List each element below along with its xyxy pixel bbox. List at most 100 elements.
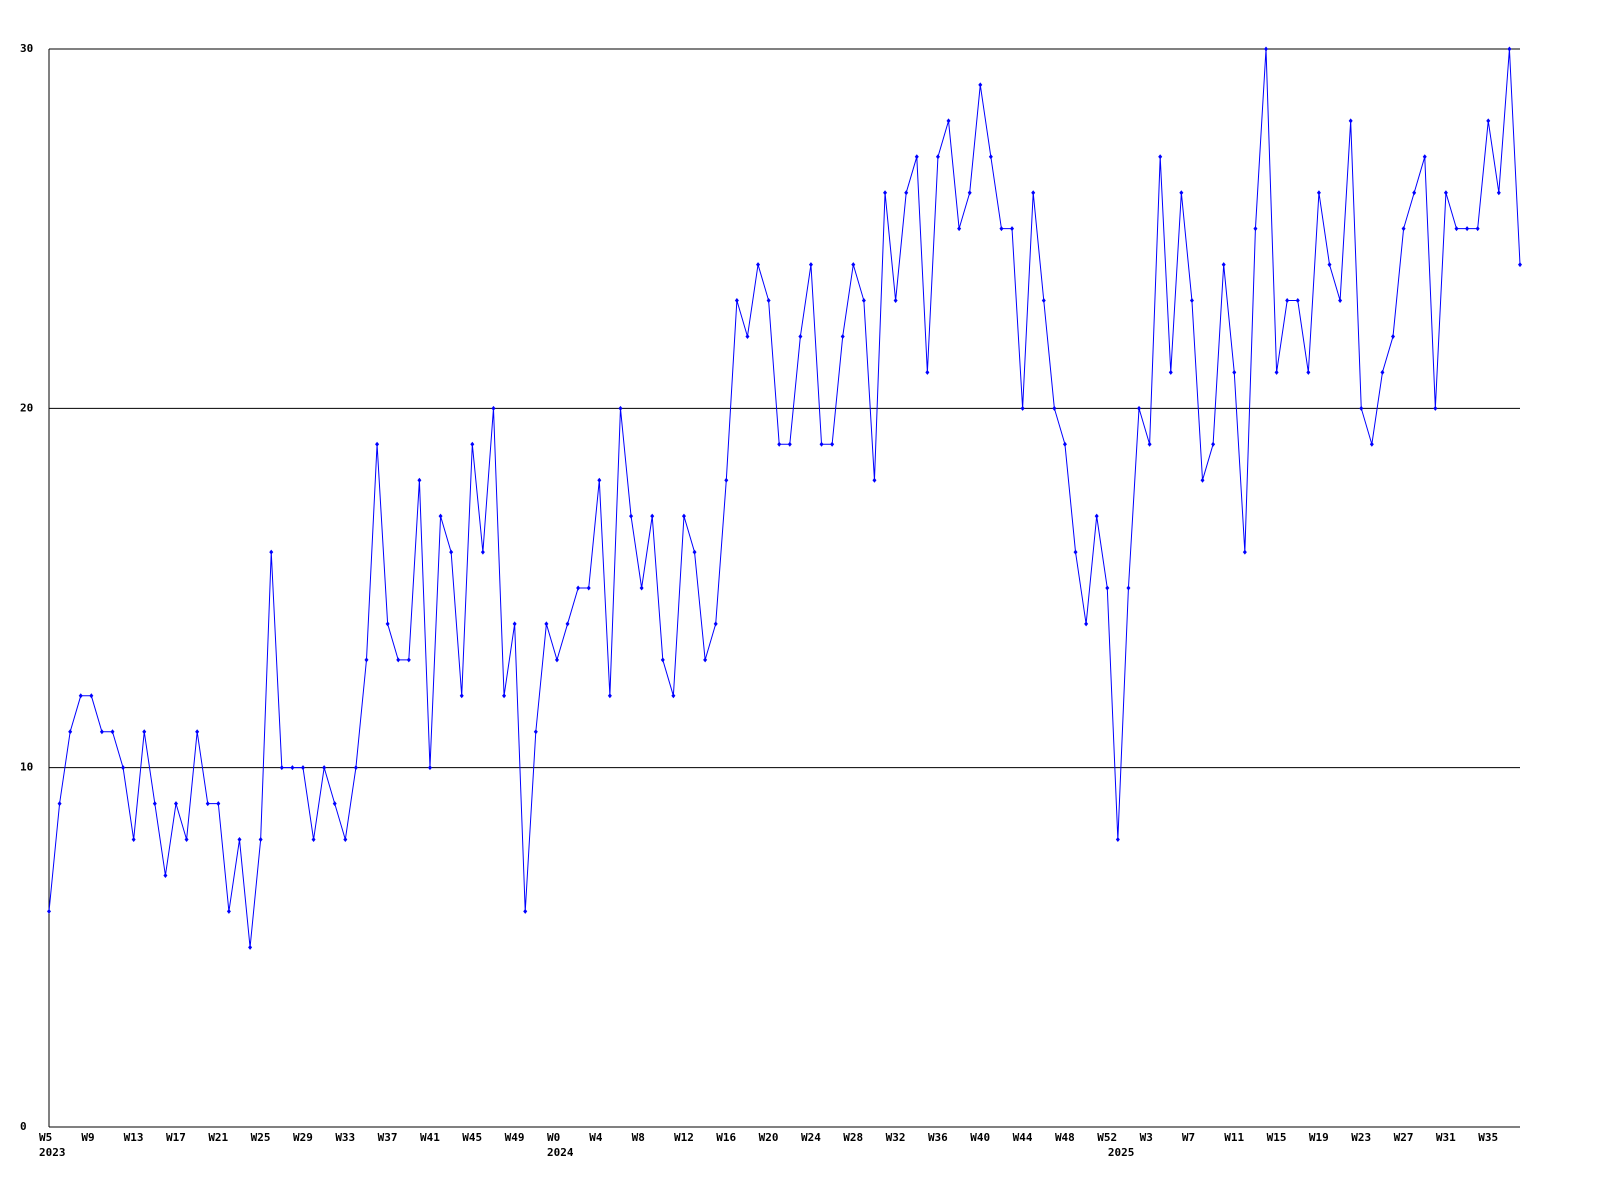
point: [142, 729, 147, 735]
x-year-label: 2024: [547, 1146, 574, 1159]
point: [1306, 369, 1311, 375]
x-tick-label: W37: [378, 1131, 398, 1144]
x-tick-label: W32: [886, 1131, 906, 1144]
point: [89, 693, 94, 699]
point: [1443, 190, 1448, 196]
point: [1211, 441, 1216, 447]
point: [216, 801, 221, 807]
point: [904, 190, 909, 196]
x-tick-label: W9: [81, 1131, 94, 1144]
point: [629, 513, 634, 519]
point: [925, 369, 930, 375]
point: [1189, 298, 1194, 304]
point: [1168, 369, 1173, 375]
point: [1253, 226, 1258, 232]
point: [332, 801, 337, 807]
point: [1391, 333, 1396, 339]
point: [1052, 405, 1057, 411]
point: [99, 729, 104, 735]
point: [671, 693, 676, 699]
point: [713, 621, 718, 627]
point: [1126, 585, 1131, 591]
point: [1010, 226, 1015, 232]
point: [1147, 441, 1152, 447]
x-tick-label: W27: [1394, 1131, 1414, 1144]
x-tick-label: W15: [1267, 1131, 1287, 1144]
point: [1412, 190, 1417, 196]
point: [322, 765, 327, 771]
point: [1105, 585, 1110, 591]
point: [597, 477, 602, 483]
point: [893, 298, 898, 304]
point: [978, 82, 983, 88]
point: [1295, 298, 1300, 304]
x-tick-label: W17: [166, 1131, 186, 1144]
point: [1475, 226, 1480, 232]
x-tick-label: W52: [1097, 1131, 1117, 1144]
y-tick-label: 0: [20, 1120, 27, 1133]
point: [1221, 262, 1226, 268]
point: [131, 837, 136, 843]
point: [734, 298, 739, 304]
point: [68, 729, 73, 735]
x-tick-label: W25: [251, 1131, 271, 1144]
point: [692, 549, 697, 555]
point: [703, 657, 708, 663]
point: [1158, 154, 1163, 160]
point: [1496, 190, 1501, 196]
point: [1518, 262, 1522, 268]
point: [1465, 226, 1470, 232]
point: [449, 549, 454, 555]
x-tick-label: W21: [208, 1131, 228, 1144]
point: [1274, 369, 1279, 375]
point: [163, 872, 168, 878]
point: [1242, 549, 1247, 555]
y-tick-label: 10: [20, 761, 33, 774]
point: [438, 513, 443, 519]
x-tick-label: W16: [716, 1131, 736, 1144]
point: [1094, 513, 1099, 519]
point: [787, 441, 792, 447]
point: [364, 657, 369, 663]
point: [279, 765, 284, 771]
point: [417, 477, 422, 483]
point: [470, 441, 475, 447]
point: [1433, 405, 1438, 411]
point: [78, 693, 83, 699]
point: [205, 801, 210, 807]
x-tick-label: W41: [420, 1131, 440, 1144]
point: [237, 837, 242, 843]
point: [1200, 477, 1205, 483]
point: [502, 693, 507, 699]
x-tick-label: W13: [124, 1131, 144, 1144]
y-tick-label: 20: [20, 401, 33, 414]
x-tick-label: W4: [589, 1131, 603, 1144]
point: [1401, 226, 1406, 232]
point: [343, 837, 348, 843]
point: [184, 837, 189, 843]
point: [967, 190, 972, 196]
point: [47, 908, 51, 914]
point: [830, 441, 835, 447]
point: [1316, 190, 1321, 196]
point: [512, 621, 517, 627]
x-tick-label: W0: [547, 1131, 560, 1144]
point: [1380, 369, 1385, 375]
point: [353, 765, 358, 771]
point: [660, 657, 665, 663]
point: [607, 693, 612, 699]
x-tick-label: W35: [1478, 1131, 1498, 1144]
point: [1486, 118, 1491, 124]
point: [756, 262, 761, 268]
point: [639, 585, 644, 591]
point: [1115, 837, 1120, 843]
point: [957, 226, 962, 232]
point: [1264, 46, 1269, 52]
point: [819, 441, 824, 447]
line: [48, 48, 1521, 948]
point: [226, 908, 231, 914]
x-tick-label: W24: [801, 1131, 821, 1144]
point: [777, 441, 782, 447]
x-year-label: 2023: [39, 1146, 66, 1159]
